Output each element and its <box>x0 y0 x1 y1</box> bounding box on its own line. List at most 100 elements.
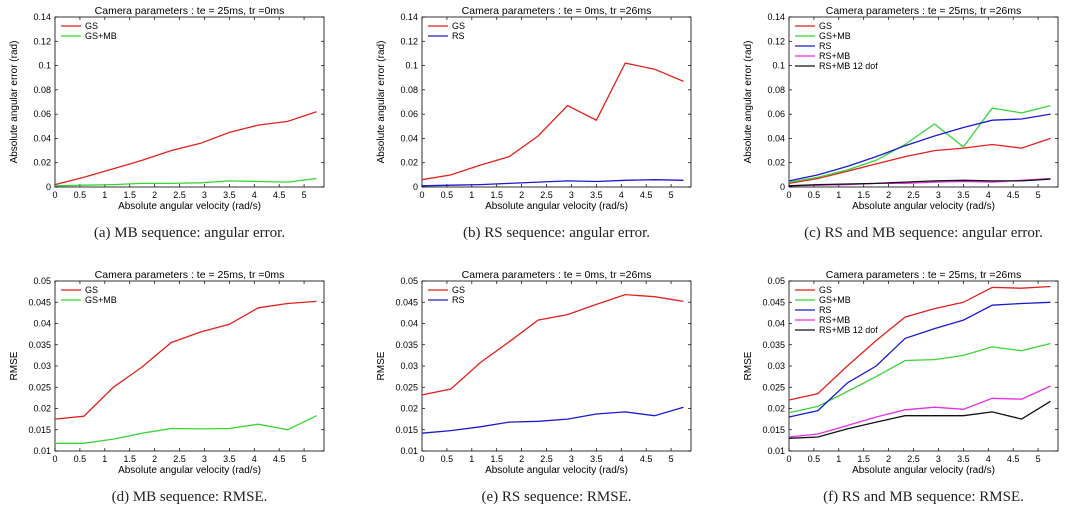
figure-caption: (a) MB sequence: angular error. <box>93 225 286 241</box>
x-tick-label: 0 <box>419 190 424 200</box>
x-tick-label: 4 <box>252 190 257 200</box>
figure-caption: (e) RS sequence: RMSE. <box>481 489 632 505</box>
x-tick-label: 0.5 <box>74 454 87 464</box>
y-tick-label: 0.01 <box>400 446 418 456</box>
y-tick-label: 0.05 <box>400 276 418 286</box>
x-tick-label: 5 <box>669 454 674 464</box>
x-tick-label: 5 <box>302 190 307 200</box>
y-axis-label: Absolute angular error (rad) <box>376 41 387 164</box>
x-tick-label: 2.5 <box>907 454 920 464</box>
y-tick-label: 0.1 <box>38 61 51 71</box>
y-tick-label: 0.015 <box>395 425 418 435</box>
x-tick-label: 4.5 <box>640 190 653 200</box>
y-tick-label: 0.03 <box>400 361 418 371</box>
x-tick-label: 2.5 <box>540 454 553 464</box>
y-tick-label: 0.14 <box>33 12 51 22</box>
x-tick-label: 5 <box>1036 454 1041 464</box>
x-tick-label: 3.5 <box>957 190 970 200</box>
series-line-gs-mb <box>788 104 1051 183</box>
x-tick-label: 1.5 <box>123 190 136 200</box>
y-axis-label: Absolute angular error (rad) <box>743 41 754 164</box>
chart-3: Camera parameters : te = 25ms, tr =26ms 0… <box>743 5 1059 212</box>
legend-entry: RS+MB 12 dof <box>819 61 878 71</box>
chart-title: Camera parameters : te = 25ms, tr =26ms <box>826 5 1022 17</box>
figure-caption: (d) MB sequence: RMSE. <box>111 489 268 505</box>
plot-frame <box>421 16 692 188</box>
y-tick-label: 0.01 <box>33 446 51 456</box>
y-axis-label: RMSE <box>376 351 387 380</box>
x-tick-label: 0.5 <box>808 190 821 200</box>
x-axis-label: Absolute angular velocity (rad/s) <box>118 465 261 476</box>
legend-entry: GS+MB <box>819 31 851 41</box>
x-tick-label: 2 <box>152 454 157 464</box>
series-line-gs-mb <box>788 342 1051 414</box>
x-tick-label: 0 <box>52 190 57 200</box>
y-tick-label: 0.02 <box>767 158 785 168</box>
y-tick-label: 0.01 <box>767 446 785 456</box>
plot-frame <box>54 280 325 452</box>
legend-entry: GS <box>85 285 98 295</box>
legend-entry: RS+MB 12 dof <box>819 325 878 335</box>
y-tick-label: 0.02 <box>400 158 418 168</box>
x-tick-label: 5 <box>669 190 674 200</box>
legend-entry: GS+MB <box>819 295 851 305</box>
plot-frame <box>54 16 325 188</box>
series-line-gs-mb <box>55 415 317 444</box>
y-tick-label: 0.015 <box>762 425 785 435</box>
legend-entry: GS <box>452 285 465 295</box>
y-tick-label: 0.03 <box>767 361 785 371</box>
x-tick-label: 4.5 <box>273 454 286 464</box>
x-tick-label: 0 <box>52 454 57 464</box>
y-tick-label: 0.1 <box>405 61 418 71</box>
y-tick-label: 0.04 <box>400 133 418 143</box>
legend-entry: GS <box>819 21 832 31</box>
chart-title: Camera parameters : te = 0ms, tr =26ms <box>462 5 652 17</box>
series-line-gs-mb <box>54 177 317 187</box>
x-axis-label: Absolute angular velocity (rad/s) <box>485 201 628 212</box>
legend-entry: RS <box>452 295 465 305</box>
legend-entry: GS+MB <box>85 31 117 41</box>
x-tick-label: 1 <box>102 190 107 200</box>
series-line-rs <box>788 113 1051 182</box>
x-tick-label: 1 <box>469 454 474 464</box>
x-tick-label: 3.5 <box>590 454 603 464</box>
legend-entry: GS <box>819 285 832 295</box>
series-line-rs <box>421 406 684 434</box>
y-tick-label: 0.08 <box>33 85 51 95</box>
x-tick-label: 2 <box>519 454 524 464</box>
y-tick-label: 0.14 <box>767 12 785 22</box>
series-line-gs <box>788 137 1051 185</box>
y-axis-label: Absolute angular error (rad) <box>9 41 20 164</box>
y-tick-label: 0.14 <box>400 12 418 22</box>
y-tick-label: 0.12 <box>767 36 785 46</box>
x-axis-label: Absolute angular velocity (rad/s) <box>118 201 261 212</box>
figure-caption: (f) RS and MB sequence: RMSE. <box>823 489 1024 505</box>
x-tick-label: 3.5 <box>590 190 603 200</box>
x-tick-label: 4 <box>252 454 257 464</box>
chart-title: Camera parameters : te = 0ms, tr =26ms <box>462 269 652 281</box>
y-tick-label: 0.045 <box>28 297 51 307</box>
y-tick-label: 0.08 <box>767 85 785 95</box>
plot-frame <box>788 16 1059 188</box>
y-axis-label: RMSE <box>9 351 20 380</box>
y-tick-label: 0.06 <box>400 109 418 119</box>
x-tick-label: 4.5 <box>1007 190 1020 200</box>
x-tick-label: 0 <box>419 454 424 464</box>
x-tick-label: 2 <box>519 190 524 200</box>
series-line-gs <box>54 111 317 186</box>
y-tick-label: 0.045 <box>762 297 785 307</box>
x-tick-label: 2 <box>886 454 891 464</box>
series-line-gs <box>54 300 317 420</box>
x-tick-label: 2.5 <box>173 454 186 464</box>
legend-entry: RS <box>452 31 465 41</box>
series-line-rs-mb-12-dof <box>788 400 1051 439</box>
y-axis-label: RMSE <box>743 351 754 380</box>
y-tick-label: 0.04 <box>33 133 51 143</box>
y-tick-label: 0.05 <box>33 276 51 286</box>
y-tick-label: 0.035 <box>28 340 51 350</box>
x-tick-label: 3.5 <box>957 454 970 464</box>
y-tick-label: 0.025 <box>395 382 418 392</box>
x-tick-label: 3.5 <box>223 454 236 464</box>
